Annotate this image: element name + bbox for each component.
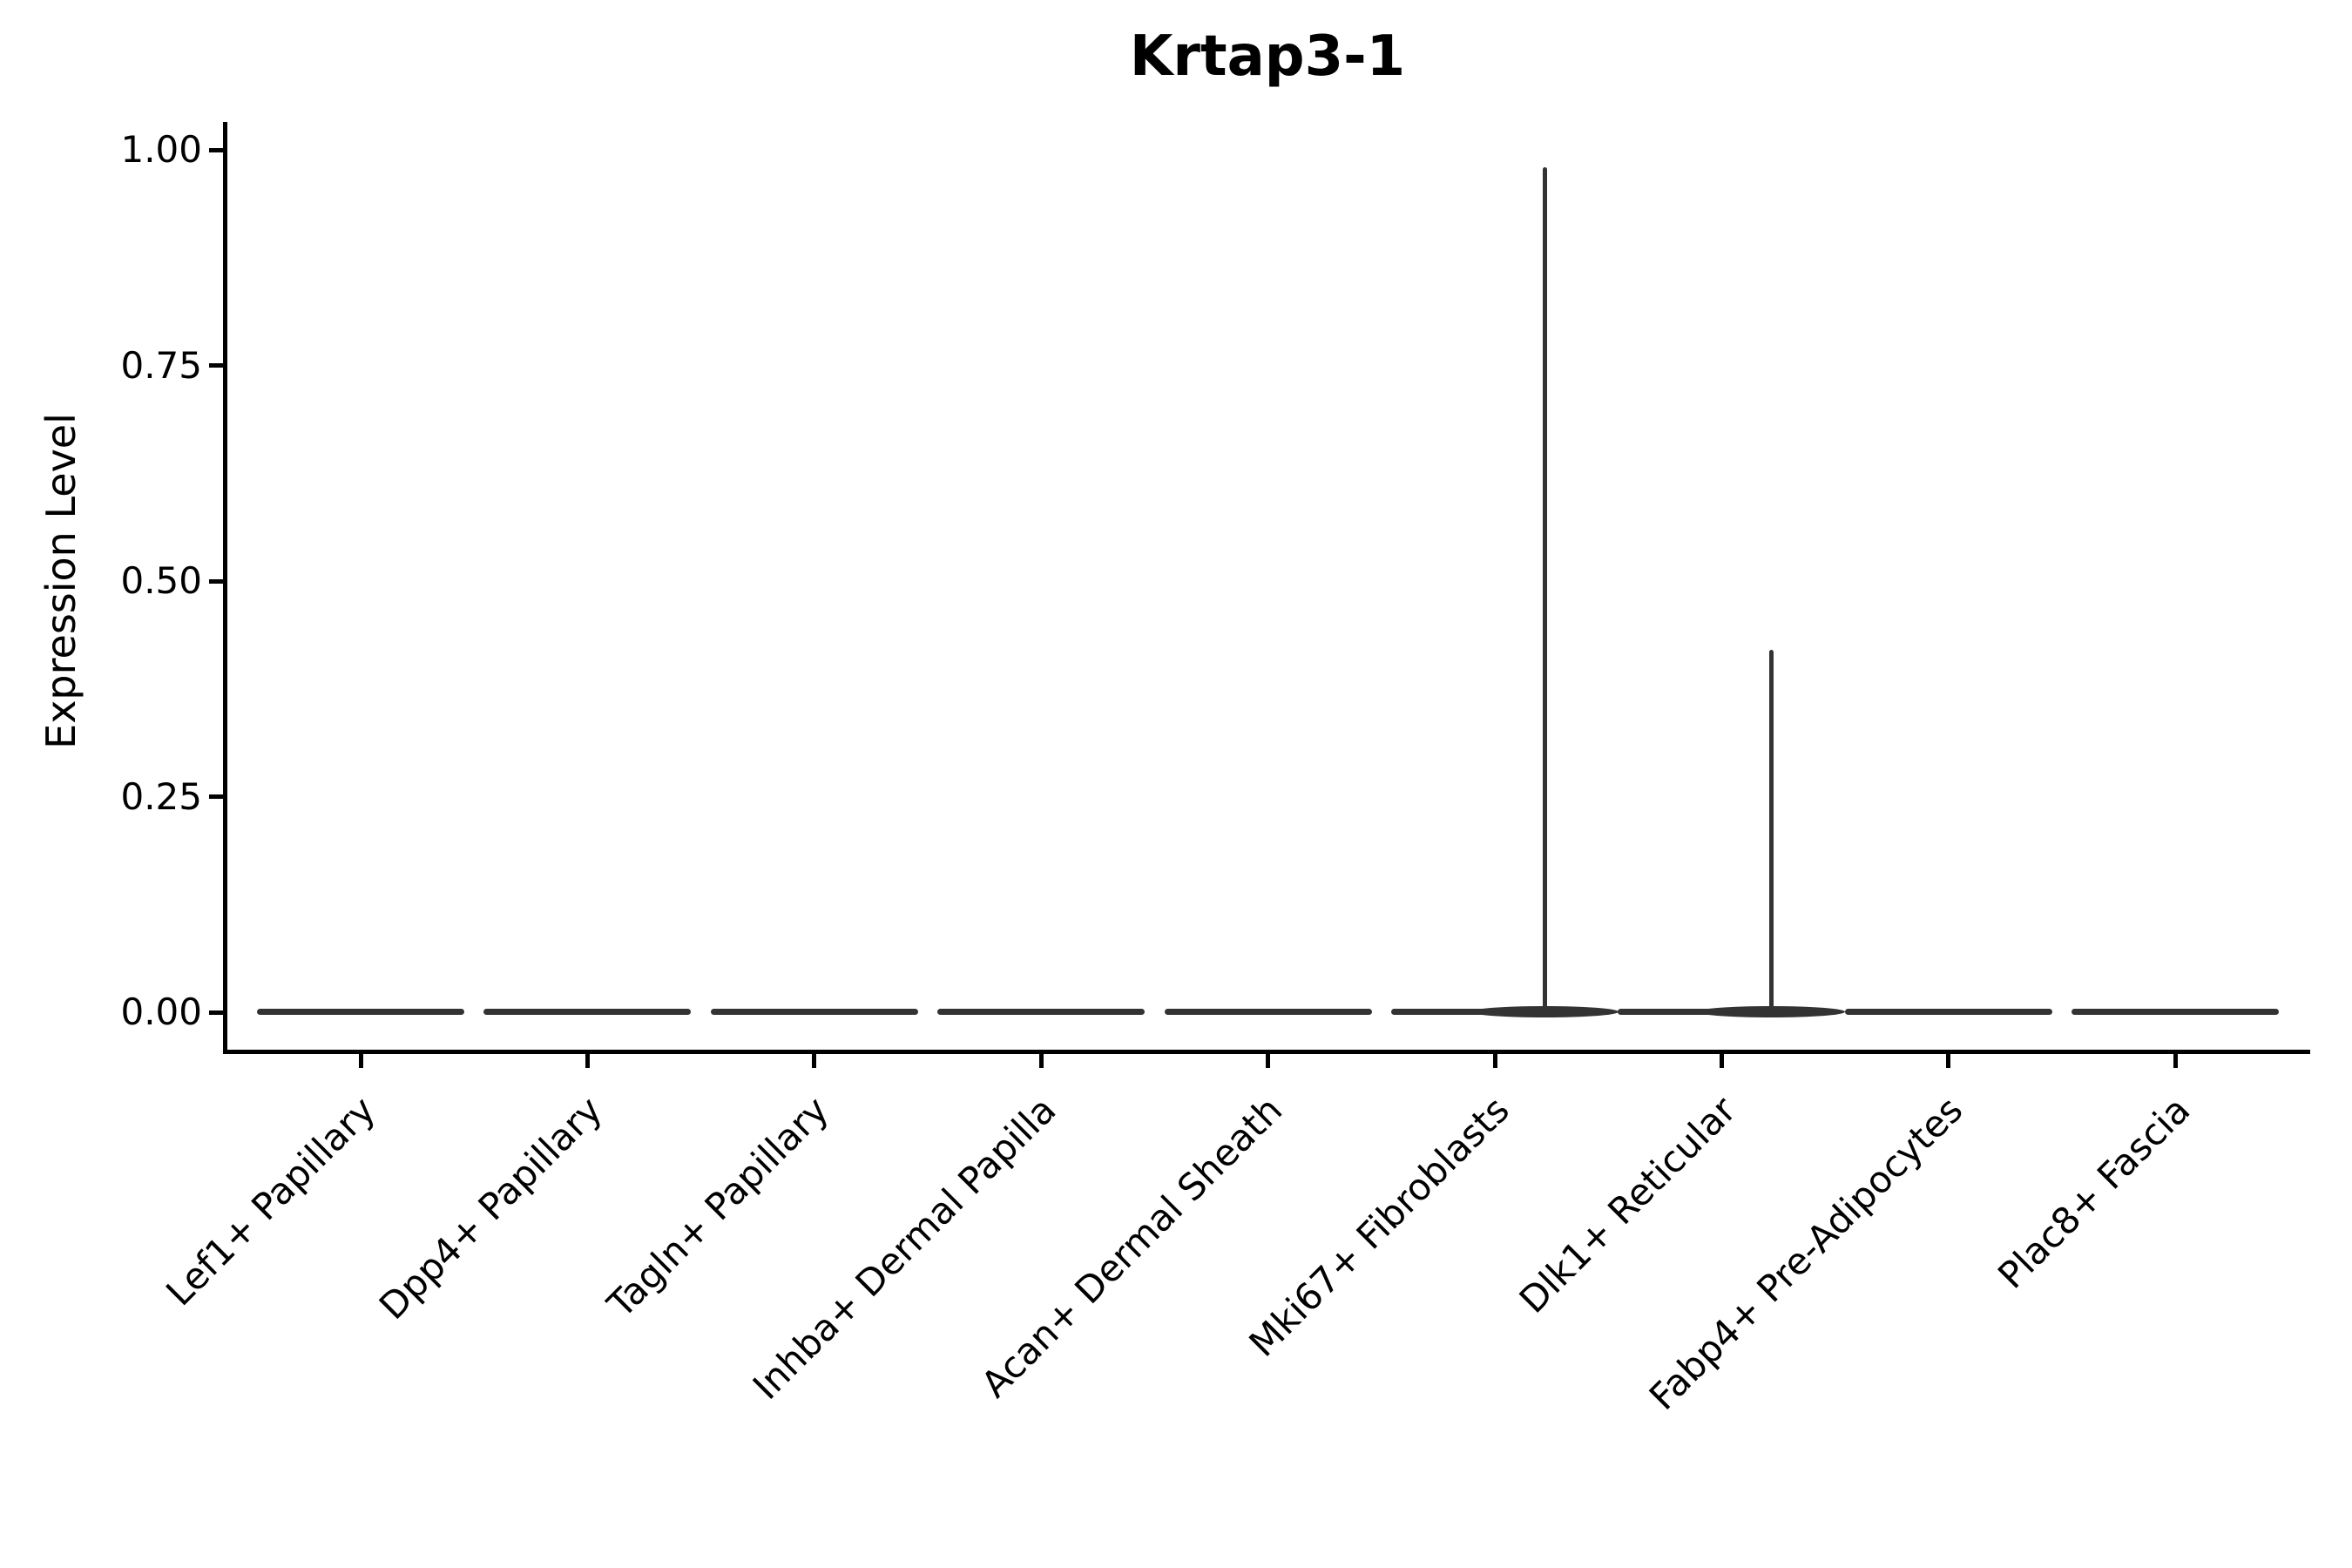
violin-spike [1542,166,1547,1011]
violin-body [710,1008,918,1015]
x-tick [1266,1054,1271,1068]
violin-body [2072,1008,2280,1015]
x-axis-spine [222,1050,2310,1054]
x-tick-label: Dlk1+ Reticular [1511,1088,1745,1321]
violin-spike [1768,650,1774,1011]
y-tick [209,794,225,799]
violin-body [1164,1008,1372,1015]
y-tick-label: 0.50 [120,559,202,602]
y-tick [209,1010,225,1015]
x-tick-label: Lef1+ Papillary [157,1088,383,1315]
violin-body [483,1008,692,1015]
x-tick [1946,1054,1951,1068]
violin-body [257,1008,464,1015]
x-tick-label: Dpp4+ Papillary [370,1088,611,1328]
x-tick [812,1054,817,1068]
y-axis-spine [222,122,227,1054]
x-tick-label: Mki67+ Fibroblasts [1240,1088,1517,1365]
y-tick-label: 1.00 [120,128,202,171]
violin-body [1844,1008,2052,1015]
y-tick [209,363,225,368]
y-tick [209,147,225,152]
y-axis-label: Expression Level [37,413,84,749]
x-tick [1492,1054,1497,1068]
x-tick [358,1054,363,1068]
violin-body [937,1008,1146,1015]
y-tick-label: 0.25 [120,774,202,818]
x-tick-label: Tagln+ Papillary [599,1088,837,1326]
y-tick-label: 0.75 [120,343,202,387]
x-tick [1719,1054,1724,1068]
y-tick [209,578,225,584]
plot-title: Krtap3-1 [1129,24,1406,89]
x-tick [585,1054,590,1068]
x-tick [2173,1054,2178,1068]
violin-base-bump [1470,1005,1619,1017]
x-tick [1038,1054,1044,1068]
y-tick-label: 0.00 [120,990,202,1033]
violin-base-bump [1697,1005,1846,1017]
x-tick-label: Plac8+ Fascia [1989,1088,2199,1297]
